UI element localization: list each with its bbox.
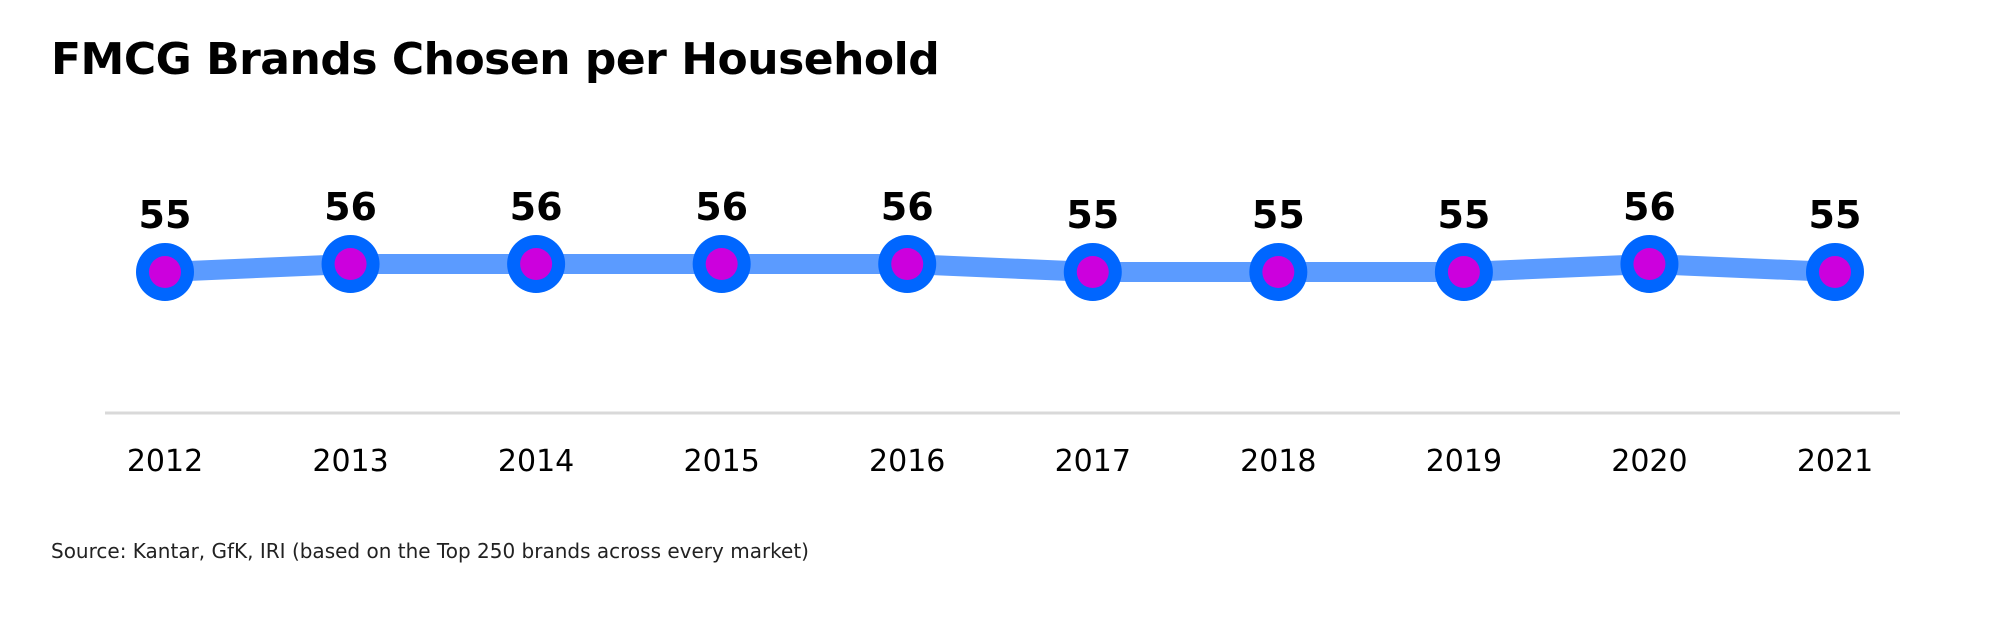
source-note: Source: Kantar, GfK, IRI (based on the T… bbox=[51, 539, 809, 563]
data-label-2014: 56 bbox=[510, 185, 563, 229]
data-point-center-2013 bbox=[334, 248, 367, 280]
x-tick-label-2013: 2013 bbox=[312, 444, 388, 479]
markers-group bbox=[136, 235, 1864, 301]
x-tick-label-2014: 2014 bbox=[498, 444, 574, 479]
data-point-center-2012 bbox=[149, 256, 181, 288]
data-point-center-2016 bbox=[891, 248, 924, 280]
data-point-center-2020 bbox=[1633, 248, 1666, 280]
data-label-2019: 55 bbox=[1437, 193, 1490, 237]
x-tick-label-2018: 2018 bbox=[1240, 444, 1316, 479]
x-tick-label-2015: 2015 bbox=[683, 444, 759, 479]
data-label-2013: 56 bbox=[324, 185, 377, 229]
data-label-2017: 55 bbox=[1066, 193, 1119, 237]
x-tick-label-2017: 2017 bbox=[1055, 444, 1131, 479]
data-label-2020: 56 bbox=[1623, 185, 1676, 229]
data-label-2021: 55 bbox=[1809, 193, 1862, 237]
series-line bbox=[155, 254, 1845, 282]
x-tick-labels-group: 2012 2013 2014 2015 2016 2017 2018 2019 2020 2021 bbox=[127, 444, 1873, 479]
data-point-center-2017 bbox=[1076, 256, 1109, 288]
data-label-2016: 56 bbox=[881, 185, 934, 229]
data-point-center-2014 bbox=[520, 248, 553, 280]
x-tick-label-2021: 2021 bbox=[1797, 444, 1873, 479]
data-point-center-2019 bbox=[1447, 256, 1480, 288]
x-tick-label-2019: 2019 bbox=[1426, 444, 1502, 479]
x-tick-label-2016: 2016 bbox=[869, 444, 945, 479]
x-tick-label-2012: 2012 bbox=[127, 444, 203, 479]
data-label-2012: 55 bbox=[139, 193, 192, 237]
data-label-2015: 56 bbox=[695, 185, 748, 229]
data-labels-group: 55 56 56 56 56 55 55 55 56 55 bbox=[139, 185, 1862, 237]
data-point-center-2015 bbox=[705, 248, 738, 280]
data-point-center-2021 bbox=[1819, 256, 1851, 288]
chart-title: FMCG Brands Chosen per Household bbox=[51, 34, 940, 85]
x-tick-label-2020: 2020 bbox=[1611, 444, 1687, 479]
data-label-2018: 55 bbox=[1252, 193, 1305, 237]
data-point-center-2018 bbox=[1262, 256, 1295, 288]
